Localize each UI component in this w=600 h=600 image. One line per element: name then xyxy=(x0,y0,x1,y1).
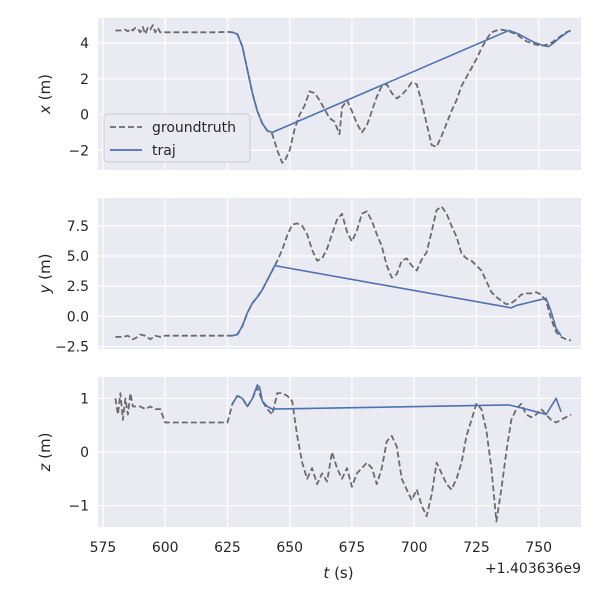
x-tick-label: 675 xyxy=(339,540,366,556)
series-line-groundtruth xyxy=(114,386,572,523)
series-line-traj xyxy=(232,29,570,134)
x-tick-label: 575 xyxy=(90,540,117,556)
y-tick-label: 5.0 xyxy=(67,249,89,265)
series-line-groundtruth xyxy=(115,24,572,164)
y-tick-label: 2.5 xyxy=(67,279,89,295)
x-tick-label: 625 xyxy=(214,540,241,556)
y-axis-label: x (m) xyxy=(36,74,54,115)
panel-x: −2 0 2 4 x (m) groundtruth traj xyxy=(36,18,581,170)
y-tick-label: 7.5 xyxy=(67,219,89,235)
x-axis-label: t (s) xyxy=(323,564,353,582)
y-tick-label: 1 xyxy=(80,391,89,407)
panel-y: −2.5 0.0 2.5 5.0 7.5 y (m) xyxy=(36,198,581,356)
series-line-traj xyxy=(231,384,562,416)
x-tick-label: 650 xyxy=(276,540,303,556)
y-tick-label: 0 xyxy=(80,108,89,124)
x-tick-label: 750 xyxy=(525,540,552,556)
y-tick-label: −2 xyxy=(68,143,89,159)
y-tick-label: −1 xyxy=(68,499,89,515)
y-tick-label: 2 xyxy=(80,72,89,88)
y-tick-label: −2.5 xyxy=(55,340,89,356)
panel-z: −1 0 1 z (m) 575 600 625 650 675 700 725 750 t (s) +1… xyxy=(36,377,581,582)
x-tick-label: 600 xyxy=(152,540,179,556)
y-tick-label: 4 xyxy=(80,36,89,52)
x-tick-label: 725 xyxy=(463,540,490,556)
legend-entry-traj: traj xyxy=(152,143,176,159)
series-line-groundtruth xyxy=(115,205,572,342)
x-tick-label: 700 xyxy=(401,540,428,556)
y-axis-label: y (m) xyxy=(36,254,54,295)
y-tick-label: 0 xyxy=(80,445,89,461)
series-line-traj xyxy=(232,264,562,337)
y-tick-label: 0.0 xyxy=(67,309,89,325)
x-offset-text: +1.403636e9 xyxy=(485,561,581,577)
legend-entry-groundtruth: groundtruth xyxy=(152,120,236,136)
y-axis-label: z (m) xyxy=(36,433,54,473)
plot-area xyxy=(98,198,581,349)
